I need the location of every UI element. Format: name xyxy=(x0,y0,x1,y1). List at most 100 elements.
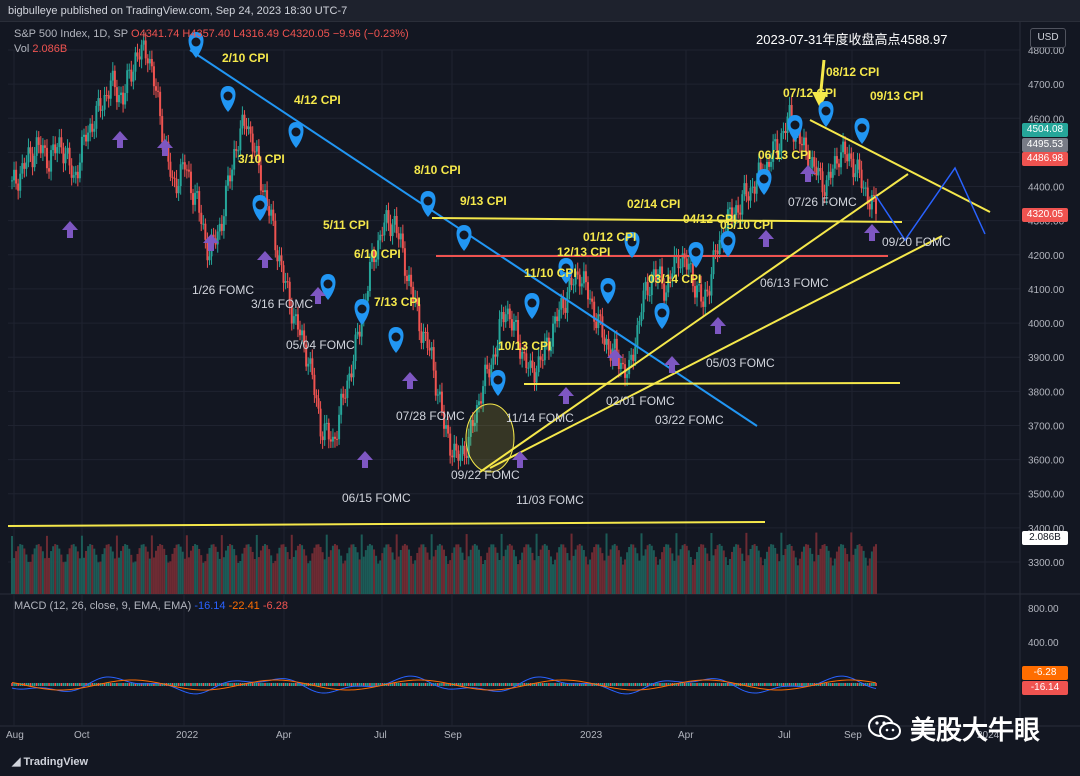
up-arrow-icon xyxy=(664,356,680,373)
volume-bar xyxy=(422,544,425,594)
macd-hist-bar xyxy=(288,683,291,686)
candle-body xyxy=(338,414,341,440)
candle-body xyxy=(196,191,199,193)
macd-hist-bar xyxy=(233,683,235,686)
macd-hist-bar xyxy=(873,683,875,686)
macd-hist-bar xyxy=(675,683,678,686)
volume-bar xyxy=(862,550,865,594)
watermark-text: 美股大牛眼 xyxy=(910,715,1041,745)
macd-hist-bar xyxy=(196,683,198,686)
candle-body xyxy=(587,282,589,300)
candle-body xyxy=(284,281,287,283)
volume-bar xyxy=(243,547,246,594)
macd-hist-bar xyxy=(572,683,575,686)
volume-label: Vol xyxy=(14,43,30,55)
candle-body xyxy=(737,205,740,213)
currency-button[interactable]: USD xyxy=(1030,28,1066,48)
candle-body xyxy=(270,209,273,216)
volume-bar xyxy=(790,545,793,594)
macd-hist-bar xyxy=(136,683,139,686)
macd-hist-bar xyxy=(387,683,390,686)
macd-hist-bar xyxy=(348,683,351,686)
candle-body xyxy=(786,116,789,134)
candle-body xyxy=(778,151,781,155)
up-arrow-icon xyxy=(257,251,273,268)
volume-bar xyxy=(872,546,875,594)
macd-hist-bar xyxy=(340,683,342,686)
candle-body xyxy=(344,397,347,399)
macd-tick-label: 800.00 xyxy=(1028,604,1059,615)
candle-body xyxy=(788,105,791,117)
macd-hist-bar xyxy=(768,683,770,686)
macd-hist-bar xyxy=(116,683,118,686)
candle-body xyxy=(111,70,114,81)
macd-hist-bar xyxy=(780,683,783,686)
macd-hist-bar xyxy=(784,683,787,686)
macd-hist-bar xyxy=(140,683,143,686)
macd-hist-bar xyxy=(235,683,238,686)
volume-bar xyxy=(15,551,18,594)
candle-body xyxy=(169,161,172,177)
chart-annotation: 12/13 CPI xyxy=(557,245,610,259)
volume-bar xyxy=(371,545,373,594)
macd-hist-bar xyxy=(764,683,766,686)
volume-bar xyxy=(239,560,242,594)
candle-body xyxy=(492,354,495,365)
candle-body xyxy=(150,58,153,67)
tradingview-logo[interactable]: ◢ TradingView xyxy=(12,756,89,768)
volume-bar xyxy=(438,544,441,594)
macd-hist-bar xyxy=(247,683,250,686)
macd-hist-bar xyxy=(352,683,355,686)
volume-bar xyxy=(496,552,499,594)
x-axis: Aug Oct 2022 Apr Jul Sep 2023 Apr Jul Sep 2024 xyxy=(6,730,1000,741)
macd-hist-bar xyxy=(811,683,814,686)
candle-body xyxy=(43,145,46,148)
volume-bar xyxy=(835,551,838,594)
trend-line xyxy=(7,521,766,527)
volume-bar xyxy=(381,553,384,594)
chart-annotation: 05/03 FOMC xyxy=(706,356,775,370)
volume-bar xyxy=(66,554,69,594)
chart-annotation: 6/10 CPI xyxy=(354,247,401,261)
volume-bar xyxy=(693,559,696,594)
volume-bar xyxy=(578,544,581,594)
candle-body xyxy=(319,408,322,437)
candle-body xyxy=(753,186,756,194)
chart-annotation: 11/14 FOMC xyxy=(506,411,574,425)
macd-hist-bar xyxy=(198,683,200,686)
volume-bars xyxy=(11,532,877,594)
macd-hist-bar xyxy=(188,683,190,686)
volume-bar xyxy=(122,546,125,594)
candle-body xyxy=(768,161,771,167)
candle-body xyxy=(91,123,94,132)
volume-bar xyxy=(132,562,135,594)
candle-body xyxy=(461,445,464,455)
candle-body xyxy=(39,144,42,154)
macd-hist-bar xyxy=(420,683,423,686)
volume-bar xyxy=(152,557,155,594)
up-arrow-icon xyxy=(402,372,418,389)
volume-bar xyxy=(177,544,180,594)
macd-hist-bar xyxy=(574,683,577,686)
volume-bar xyxy=(850,532,853,594)
macd-hist-bar xyxy=(416,683,419,686)
macd-hist-bar xyxy=(112,683,114,686)
candle-body xyxy=(434,370,437,396)
y-tick-label: 4800.00 xyxy=(1028,46,1065,57)
volume-bar xyxy=(45,535,48,594)
candle-body xyxy=(208,256,211,261)
candle-body xyxy=(875,196,877,214)
volume-bar xyxy=(393,559,396,594)
volume-bar xyxy=(494,547,497,594)
candle-body xyxy=(412,286,415,302)
volume-bar xyxy=(280,544,283,594)
candle-body xyxy=(661,266,664,284)
map-pin-icon xyxy=(600,278,616,304)
candle-body xyxy=(819,167,822,172)
volume-bar xyxy=(296,545,299,594)
volume-bar xyxy=(105,544,108,594)
volume-bar xyxy=(294,550,297,594)
volume-bar xyxy=(85,550,88,594)
chart-annotation: 05/10 CPI xyxy=(720,218,773,232)
